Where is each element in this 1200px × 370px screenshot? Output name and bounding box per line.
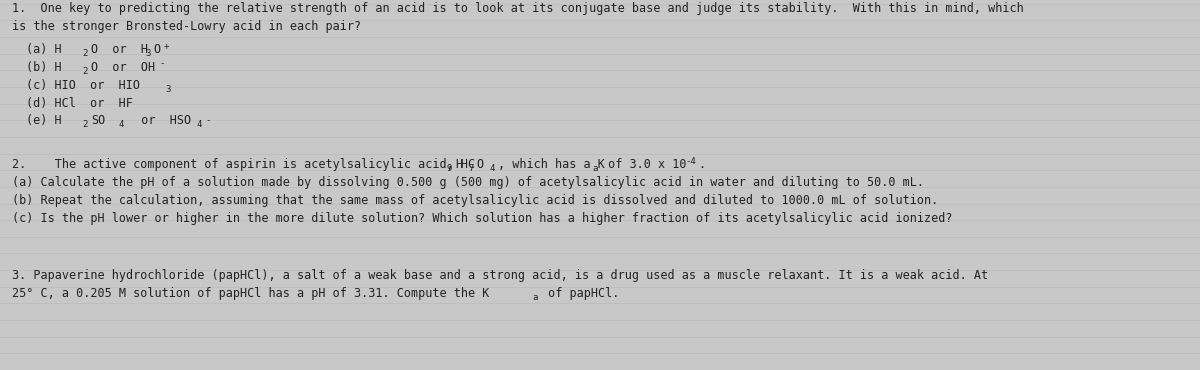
Text: or  HSO: or HSO — [127, 114, 191, 127]
Text: a: a — [533, 293, 538, 302]
Text: O: O — [476, 158, 484, 171]
Text: 3: 3 — [166, 85, 170, 94]
Text: 4: 4 — [119, 120, 124, 129]
Text: 7: 7 — [468, 164, 473, 173]
Text: 3: 3 — [145, 49, 150, 58]
Text: is the stronger Bronsted-Lowry acid in each pair?: is the stronger Bronsted-Lowry acid in e… — [12, 20, 361, 33]
Text: 2: 2 — [83, 120, 88, 129]
Text: -4: -4 — [685, 157, 696, 166]
Text: 4: 4 — [197, 120, 202, 129]
Text: -: - — [160, 60, 164, 68]
Text: (c) Is the pH lower or higher in the more dilute solution? Which solution has a : (c) Is the pH lower or higher in the mor… — [12, 212, 953, 225]
Text: (b) Repeat the calculation, assuming that the same mass of acetylsalicylic acid : (b) Repeat the calculation, assuming tha… — [12, 194, 938, 207]
Text: a: a — [593, 164, 598, 173]
Text: (b) H: (b) H — [26, 61, 62, 74]
Text: O  or  OH: O or OH — [91, 61, 155, 74]
Text: O: O — [154, 43, 161, 56]
Text: 1.  One key to predicting the relative strength of an acid is to look at its con: 1. One key to predicting the relative st… — [12, 2, 1024, 15]
Text: , which has a K: , which has a K — [498, 158, 605, 171]
Text: (c) HIO  or  HIO: (c) HIO or HIO — [26, 79, 140, 92]
Text: of 3.0 x 10: of 3.0 x 10 — [601, 158, 686, 171]
Text: 2.    The active component of aspirin is acetylsalicylic acid, HC: 2. The active component of aspirin is ac… — [12, 158, 475, 171]
Text: 2: 2 — [83, 49, 88, 58]
Text: (e) H: (e) H — [26, 114, 62, 127]
Text: O  or  H: O or H — [91, 43, 149, 56]
Text: -: - — [205, 116, 210, 125]
Text: 9: 9 — [446, 164, 451, 173]
Text: .: . — [698, 158, 706, 171]
Text: 2: 2 — [83, 67, 88, 76]
Text: H: H — [455, 158, 462, 171]
Text: 3. Papaverine hydrochloride (papHCl), a salt of a weak base and a strong acid, i: 3. Papaverine hydrochloride (papHCl), a … — [12, 269, 988, 282]
Text: +: + — [163, 42, 168, 51]
Text: 4: 4 — [490, 164, 494, 173]
Text: (a) H: (a) H — [26, 43, 62, 56]
Text: (a) Calculate the pH of a solution made by dissolving 0.500 g (500 mg) of acetyl: (a) Calculate the pH of a solution made … — [12, 176, 924, 189]
Text: of papHCl.: of papHCl. — [541, 287, 619, 300]
Text: (d) HCl  or  HF: (d) HCl or HF — [26, 97, 133, 110]
Text: 25° C, a 0.205 M solution of papHCl has a pH of 3.31. Compute the K: 25° C, a 0.205 M solution of papHCl has … — [12, 287, 490, 300]
Text: SO: SO — [91, 114, 106, 127]
